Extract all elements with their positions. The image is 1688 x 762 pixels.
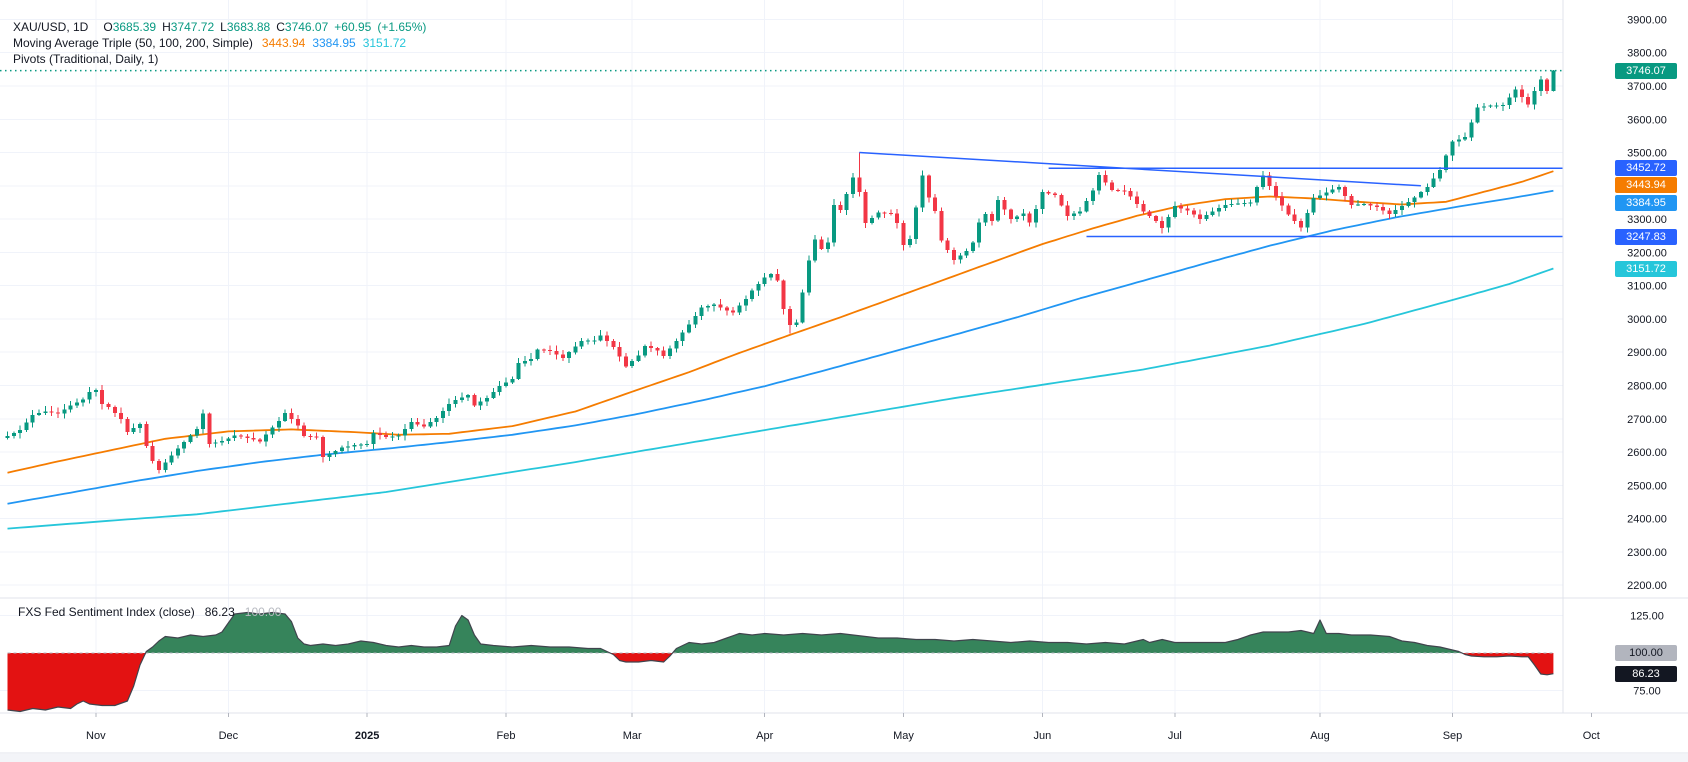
sub-panel-legend[interactable]: FXS Fed Sentiment Index (close) 86.23 100.… bbox=[18, 604, 281, 620]
axis-tick-label: 2600.00 bbox=[1627, 447, 1667, 459]
legend-pivots-row[interactable]: Pivots (Traditional, Daily, 1) bbox=[13, 51, 426, 67]
ma50-value: 3443.94 bbox=[261, 36, 306, 50]
legend-symbol-row[interactable]: XAU/USD, 1D O3685.39 H3747.72 L3683.88 C3746… bbox=[13, 19, 426, 35]
axis-tick-label: 2500.00 bbox=[1627, 480, 1667, 492]
axis-tick-label: Jul bbox=[1168, 730, 1182, 742]
ma200-value: 3151.72 bbox=[362, 36, 407, 50]
last-price-badge[interactable]: 3746.07 bbox=[1615, 62, 1677, 79]
axis-tick-label: 3000.00 bbox=[1627, 314, 1667, 326]
close-value: 3746.07 bbox=[284, 20, 329, 34]
axis-tick-label: 3800.00 bbox=[1627, 48, 1667, 60]
sentiment-baseline-badge[interactable]: 100.00 bbox=[1615, 645, 1677, 661]
ma200-badge[interactable]: 3151.72 bbox=[1615, 260, 1677, 277]
axis-tick-label: Aug bbox=[1310, 730, 1330, 742]
ma-line bbox=[7, 189, 1554, 505]
axis-tick-label: 3100.00 bbox=[1627, 281, 1667, 293]
time-axis[interactable] bbox=[0, 713, 1688, 755]
open-label: O bbox=[103, 20, 113, 34]
axis-tick-label: 3600.00 bbox=[1627, 114, 1667, 126]
open-value: 3685.39 bbox=[112, 20, 157, 34]
resistance-badge[interactable]: 3452.72 bbox=[1615, 160, 1677, 177]
axis-tick-label: Oct bbox=[1583, 730, 1600, 742]
axis-tick-label: 125.00 bbox=[1630, 611, 1664, 623]
ma-line bbox=[7, 267, 1554, 530]
sentiment-baseline-value: 100.00 bbox=[244, 605, 282, 619]
low-label: L bbox=[220, 20, 227, 34]
pivots-indicator-title: Pivots (Traditional, Daily, 1) bbox=[13, 52, 159, 66]
axis-tick-label: 2300.00 bbox=[1627, 547, 1667, 559]
ma-indicator-title: Moving Average Triple (50, 100, 200, Sim… bbox=[13, 36, 253, 50]
symbol-title: XAU/USD, 1D bbox=[13, 20, 89, 34]
axis-tick-label: 2800.00 bbox=[1627, 381, 1667, 393]
axis-tick-label: 3500.00 bbox=[1627, 148, 1667, 160]
support-badge[interactable]: 3247.83 bbox=[1615, 228, 1677, 245]
axis-tick-label: Apr bbox=[756, 730, 773, 742]
axis-tick-label: 3200.00 bbox=[1627, 247, 1667, 259]
low-value: 3683.88 bbox=[226, 20, 271, 34]
candles bbox=[5, 70, 1556, 474]
axis-tick-label: 75.00 bbox=[1633, 686, 1661, 698]
axis-tick-label: 2200.00 bbox=[1627, 580, 1667, 592]
axis-tick-label: Mar bbox=[623, 730, 642, 742]
axis-tick-label: May bbox=[893, 730, 914, 742]
axis-tick-label: Nov bbox=[86, 730, 106, 742]
axis-tick-label: Dec bbox=[219, 730, 239, 742]
close-label: C bbox=[276, 20, 285, 34]
change-percent: (+1.65%) bbox=[377, 20, 427, 34]
axis-tick-label: Feb bbox=[497, 730, 516, 742]
axis-tick-label: Sep bbox=[1443, 730, 1463, 742]
high-label: H bbox=[162, 20, 171, 34]
axis-tick-label: Jun bbox=[1033, 730, 1051, 742]
sentiment-value-badge[interactable]: 86.23 bbox=[1615, 665, 1677, 682]
axis-tick-label: 3300.00 bbox=[1627, 214, 1667, 226]
main-legend: XAU/USD, 1D O3685.39 H3747.72 L3683.88 C3746… bbox=[13, 19, 426, 67]
axis-tick-label: 2400.00 bbox=[1627, 514, 1667, 526]
sentiment-indicator-title: FXS Fed Sentiment Index (close) bbox=[18, 605, 195, 619]
sentiment-value: 86.23 bbox=[204, 605, 235, 619]
ma50-badge[interactable]: 3443.94 bbox=[1615, 177, 1677, 194]
axis-tick-label: 2025 bbox=[355, 730, 379, 742]
ma100-badge[interactable]: 3384.95 bbox=[1615, 194, 1677, 211]
change-value: +60.95 bbox=[334, 20, 372, 34]
high-value: 3747.72 bbox=[170, 20, 215, 34]
axis-tick-label: 3700.00 bbox=[1627, 81, 1667, 93]
ma100-value: 3384.95 bbox=[312, 36, 356, 50]
axis-tick-label: 2700.00 bbox=[1627, 414, 1667, 426]
trendline bbox=[859, 151, 1421, 187]
price-axis[interactable] bbox=[1563, 0, 1688, 713]
axis-tick-label: 2900.00 bbox=[1627, 347, 1667, 359]
axis-tick-label: 3900.00 bbox=[1627, 14, 1667, 26]
legend-ma-row[interactable]: Moving Average Triple (50, 100, 200, Sim… bbox=[13, 35, 426, 51]
ma-line bbox=[7, 170, 1554, 474]
